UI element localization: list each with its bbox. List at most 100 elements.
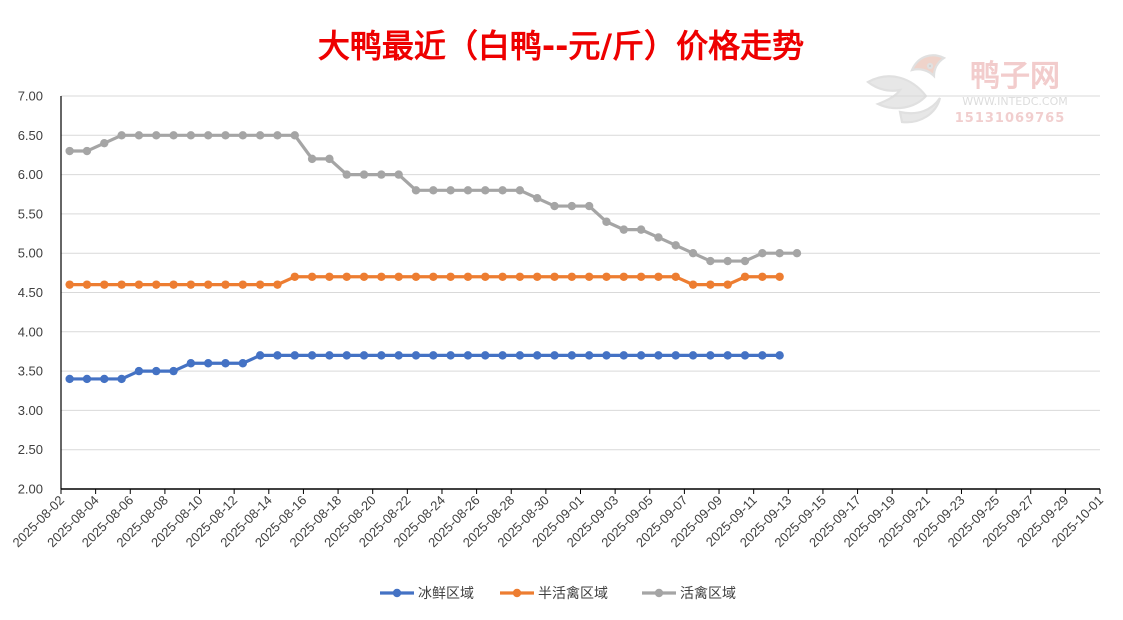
data-point <box>429 272 438 281</box>
data-point <box>203 359 213 368</box>
data-point <box>723 351 732 360</box>
axes <box>60 96 1100 490</box>
data-point <box>740 256 750 266</box>
series-line <box>69 133 797 263</box>
data-point <box>82 146 92 156</box>
data-point <box>377 272 386 281</box>
data-point <box>273 131 282 140</box>
data-point <box>619 272 628 281</box>
data-point <box>654 272 663 281</box>
data-point <box>740 272 750 281</box>
data-point <box>307 272 317 281</box>
data-point <box>273 351 282 360</box>
y-tick-label: 3.50 <box>18 364 43 379</box>
data-point <box>238 131 248 140</box>
data-point <box>758 272 767 281</box>
data-point <box>411 186 421 195</box>
data-point <box>671 241 680 250</box>
data-point <box>498 351 507 360</box>
data-point <box>394 170 403 179</box>
data-point <box>550 272 559 281</box>
data-point <box>671 351 680 360</box>
data-point <box>706 280 715 289</box>
data-point <box>65 146 74 156</box>
data-point <box>359 170 369 179</box>
y-tick-label: 2.00 <box>18 482 43 497</box>
data-point <box>377 351 386 360</box>
data-point <box>636 272 646 281</box>
data-point <box>758 351 767 360</box>
data-point <box>740 351 750 360</box>
series-2 <box>65 272 784 289</box>
legend-item: 冰鲜区域 <box>380 586 474 602</box>
data-point <box>723 256 732 266</box>
data-point <box>775 272 784 281</box>
data-point <box>636 351 646 360</box>
y-axis-ticks: 2.00 2.50 3.00 3.50 4.00 4.50 5.00 5.50 6.00 6.50… <box>18 89 43 497</box>
data-point <box>359 351 369 360</box>
data-point <box>515 272 525 281</box>
data-point <box>169 131 178 140</box>
legend-marker <box>392 588 402 598</box>
series-lines <box>65 131 802 384</box>
watermark-url: WWW.INTEDC.COM <box>962 95 1067 108</box>
data-point <box>723 280 732 289</box>
data-point <box>325 154 334 164</box>
data-point <box>117 131 126 140</box>
y-tick-label: 5.50 <box>18 206 43 221</box>
data-point <box>325 351 334 360</box>
data-point <box>429 351 438 360</box>
data-point <box>688 249 698 258</box>
data-point <box>515 351 525 360</box>
data-point <box>342 351 351 360</box>
data-point <box>463 272 473 281</box>
legend-marker <box>512 588 522 598</box>
data-point <box>498 272 507 281</box>
data-point <box>706 351 715 360</box>
data-point <box>203 280 213 289</box>
data-point <box>671 272 680 281</box>
data-point <box>65 374 74 384</box>
data-point <box>307 154 317 164</box>
data-point <box>550 351 559 360</box>
data-point <box>65 280 74 289</box>
data-point <box>255 351 265 360</box>
y-tick-label: 3.00 <box>18 403 43 418</box>
data-point <box>169 366 178 376</box>
watermark: 鸭子网 WWW.INTEDC.COM 15131069765 <box>866 54 1068 126</box>
data-point <box>117 280 126 289</box>
duck-logo-icon <box>866 54 947 124</box>
data-point <box>221 359 230 368</box>
data-point <box>221 131 230 140</box>
data-point <box>342 272 351 281</box>
legend-label: 冰鲜区域 <box>418 586 474 602</box>
data-point <box>636 225 646 234</box>
data-point <box>550 201 559 211</box>
data-point <box>169 280 178 289</box>
data-point <box>481 186 490 195</box>
y-tick-label: 5.00 <box>18 246 43 261</box>
data-point <box>203 131 213 140</box>
data-point <box>446 186 455 195</box>
y-tick-label: 7.00 <box>18 89 43 104</box>
x-axis-ticks: 2025-08-022025-08-042025-08-062025-08-08… <box>9 489 1106 550</box>
data-point <box>152 366 161 376</box>
y-tick-label: 6.50 <box>18 128 43 143</box>
data-point <box>515 186 525 195</box>
data-point <box>584 272 594 281</box>
data-point <box>446 272 455 281</box>
data-point <box>100 374 109 384</box>
data-point <box>481 272 490 281</box>
data-point <box>307 351 317 360</box>
data-point <box>602 272 611 281</box>
watermark-brand: 鸭子网 <box>970 59 1060 94</box>
series-1 <box>65 351 784 384</box>
data-point <box>584 351 594 360</box>
data-point <box>377 170 386 179</box>
data-point <box>411 272 421 281</box>
data-point <box>792 249 802 258</box>
chart-title: 大鸭最近（白鸭--元/斤）价格走势 <box>318 27 804 65</box>
data-point <box>533 272 542 281</box>
data-point <box>152 280 161 289</box>
